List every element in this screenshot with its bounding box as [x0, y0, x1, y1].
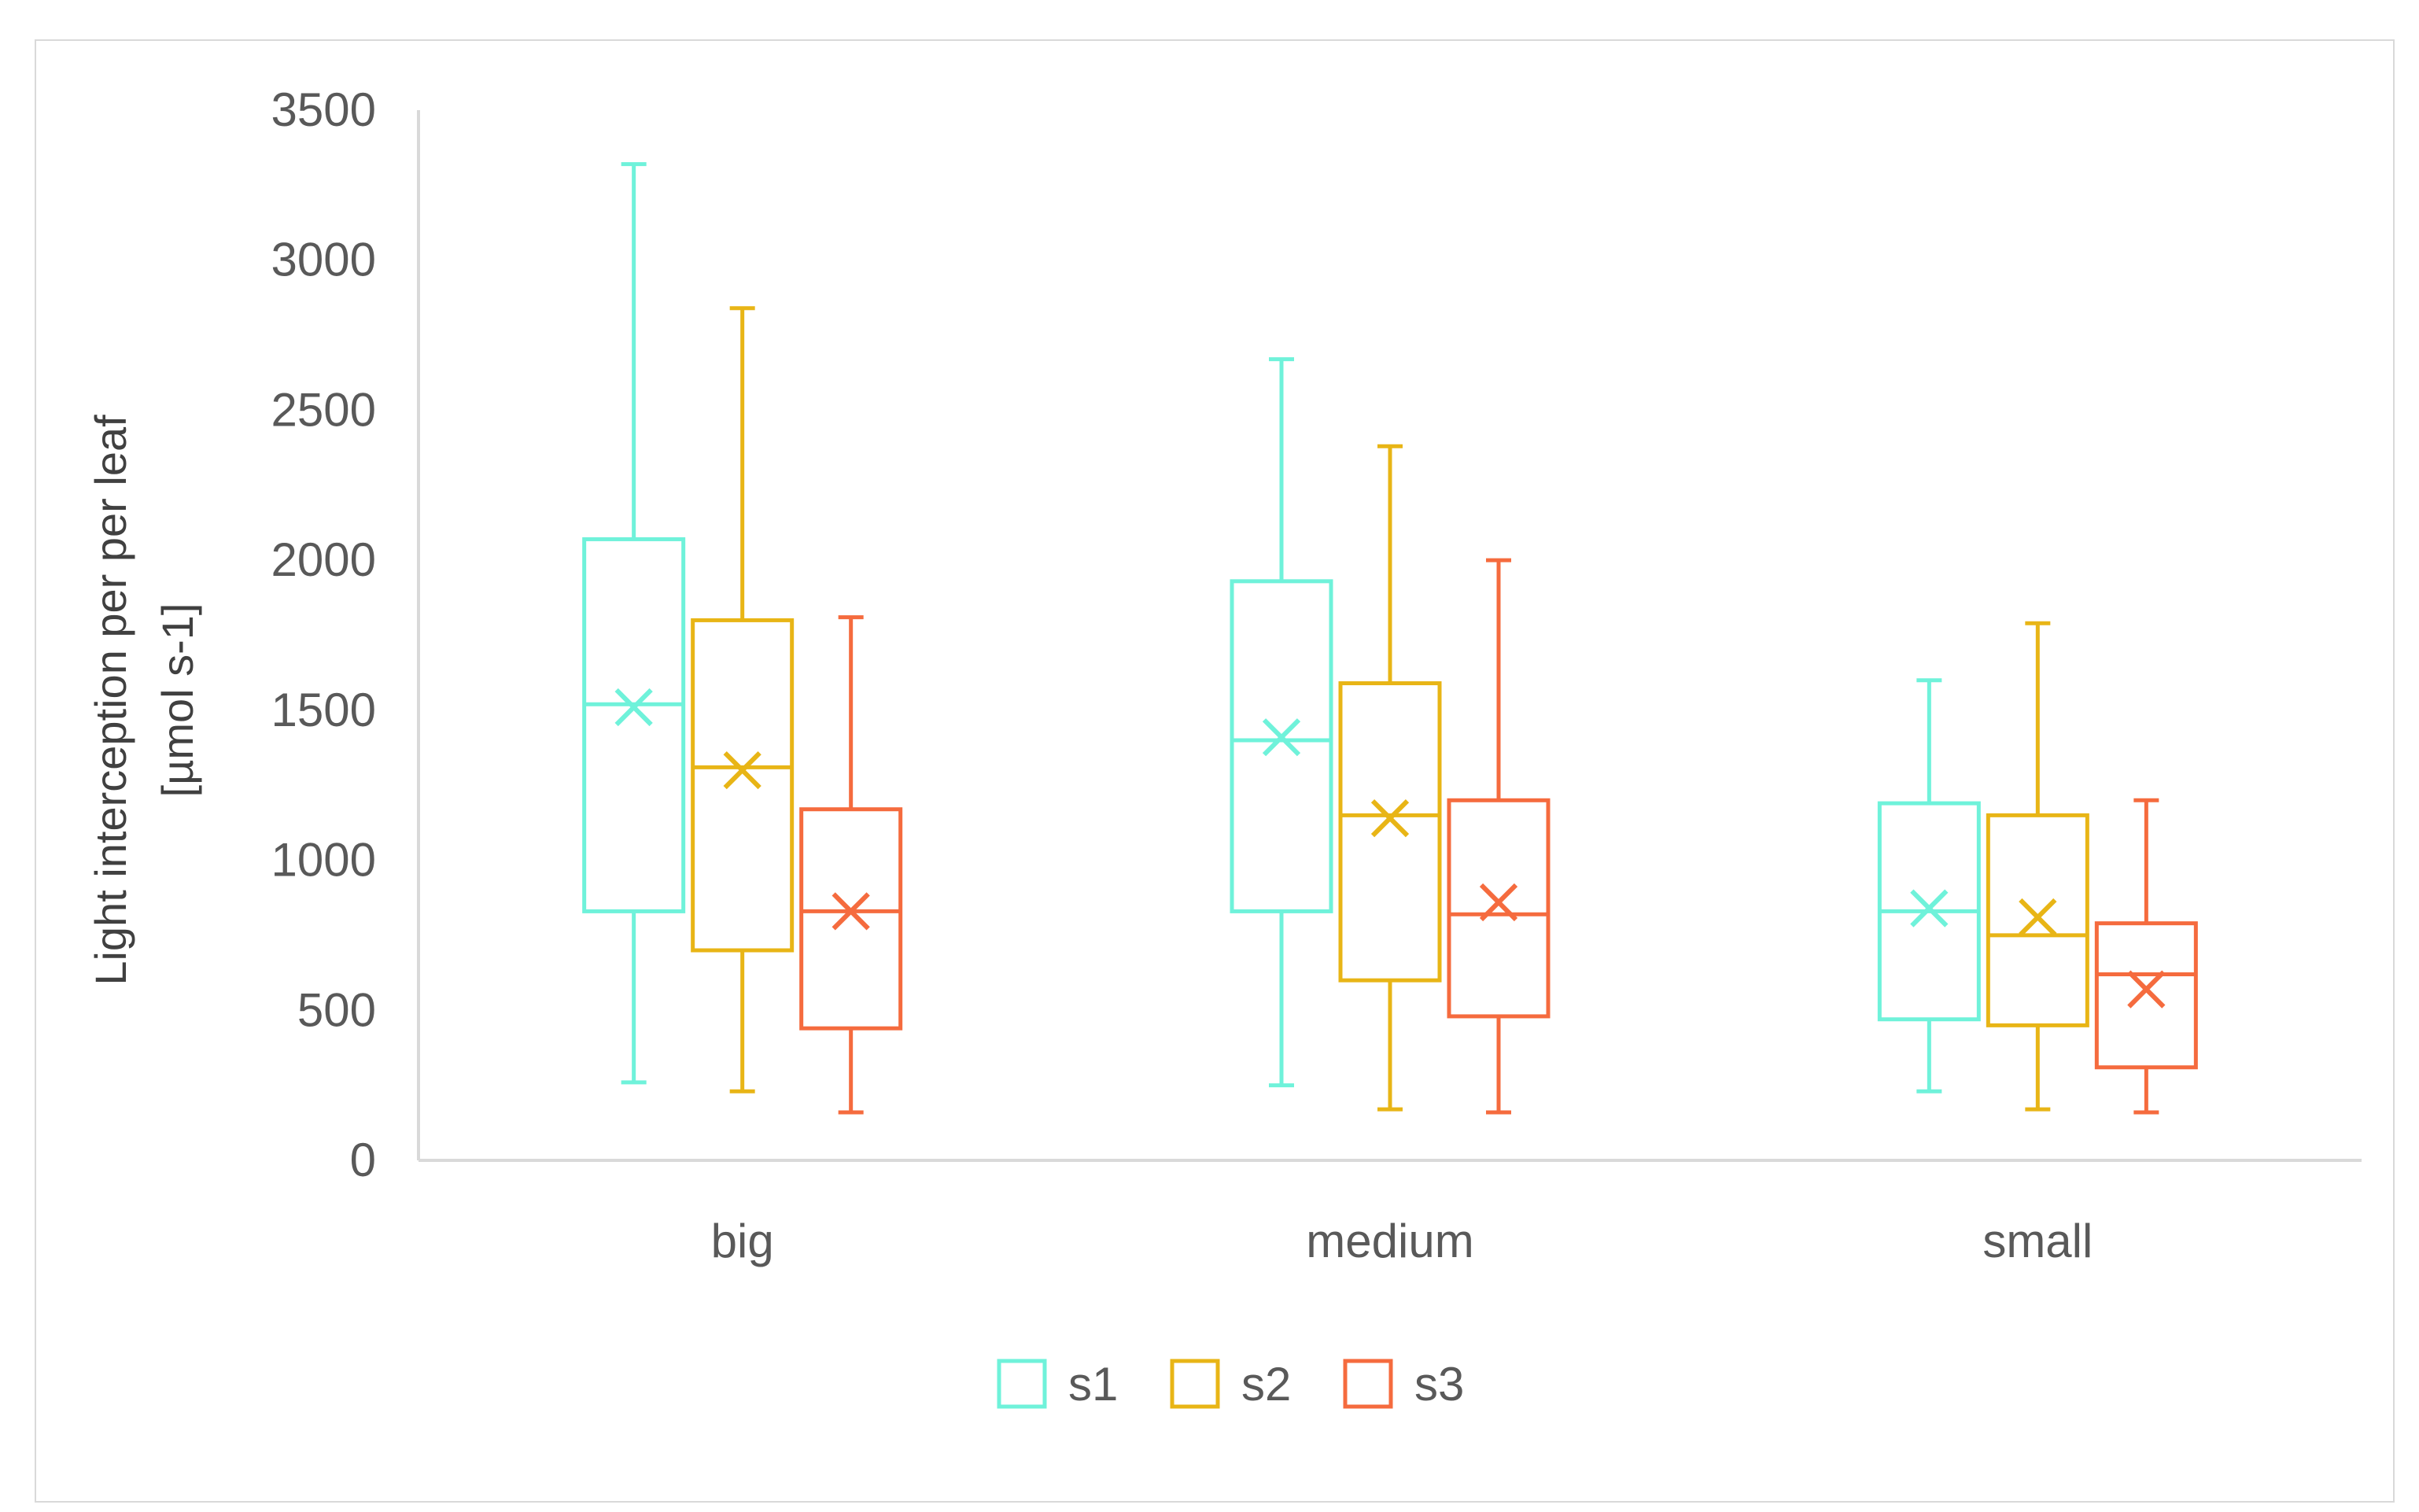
y-axis-title-line2: [µmol s-1]: [153, 603, 202, 798]
legend-label: s2: [1241, 1358, 1291, 1411]
iqr-box: [799, 807, 903, 1031]
box-s3-small: [2094, 798, 2198, 1115]
y-tick-label: 2000: [271, 533, 376, 586]
y-tick-label: 2500: [271, 383, 376, 436]
chart-frame: [35, 39, 2395, 1503]
x-category-label: small: [1982, 1215, 2093, 1267]
legend-label: s1: [1068, 1358, 1118, 1411]
iqr-box: [1338, 681, 1442, 983]
series-s3: [799, 558, 2198, 1115]
series-s2: [691, 306, 2089, 1112]
iqr-box: [691, 618, 795, 953]
iqr-box: [2094, 921, 2198, 1070]
y-tick-label: 500: [297, 983, 376, 1036]
box-s1-big: [582, 162, 686, 1085]
y-tick-label: 1500: [271, 684, 376, 736]
box-s2-medium: [1338, 444, 1442, 1112]
y-tick-label: 3500: [271, 83, 376, 136]
iqr-box: [1230, 579, 1333, 913]
mean-marker: [832, 892, 870, 931]
series-s1: [582, 162, 1981, 1093]
mean-marker: [2019, 898, 2057, 937]
legend-item-s3: s3: [1343, 1358, 1464, 1411]
axes: [417, 110, 2362, 1162]
box-s2-small: [1986, 621, 2089, 1112]
x-category-label: big: [711, 1215, 774, 1267]
y-axis-title: Light interception per per leaf [µmol s-…: [86, 415, 202, 986]
mean-marker: [1479, 883, 1518, 922]
legend-item-s1: s1: [997, 1358, 1118, 1411]
legend-swatch: [997, 1359, 1047, 1409]
box-s1-small: [1877, 678, 1981, 1093]
x-axis-category-labels: big medium small: [711, 1215, 2093, 1267]
legend-label: s3: [1414, 1358, 1464, 1411]
y-tick-label: 3000: [271, 234, 376, 286]
iqr-box: [582, 537, 686, 913]
mean-marker: [614, 688, 653, 727]
x-category-label: medium: [1306, 1215, 1473, 1267]
box-series: [582, 162, 2198, 1115]
mean-marker: [1262, 718, 1301, 757]
box-s2-big: [691, 306, 795, 1093]
y-tick-label: 0: [350, 1134, 376, 1186]
mean-marker: [723, 751, 761, 790]
box-s3-medium: [1447, 558, 1551, 1115]
legend-swatch: [1170, 1359, 1220, 1409]
legend: s1 s2 s3: [997, 1358, 1464, 1411]
y-axis-ticks: 0 500 1000 1500 2000 2500 3000 3500: [271, 83, 376, 1186]
legend-swatch: [1343, 1359, 1393, 1409]
mean-marker: [2127, 970, 2166, 1009]
box-s1-medium: [1230, 357, 1333, 1088]
mean-marker: [1910, 889, 1949, 927]
y-axis-title-line1: Light interception per per leaf: [86, 415, 135, 986]
box-s3-big: [799, 615, 903, 1115]
legend-item-s2: s2: [1170, 1358, 1291, 1411]
y-tick-label: 1000: [271, 834, 376, 887]
mean-marker: [1370, 799, 1410, 838]
iqr-box: [1447, 798, 1551, 1019]
